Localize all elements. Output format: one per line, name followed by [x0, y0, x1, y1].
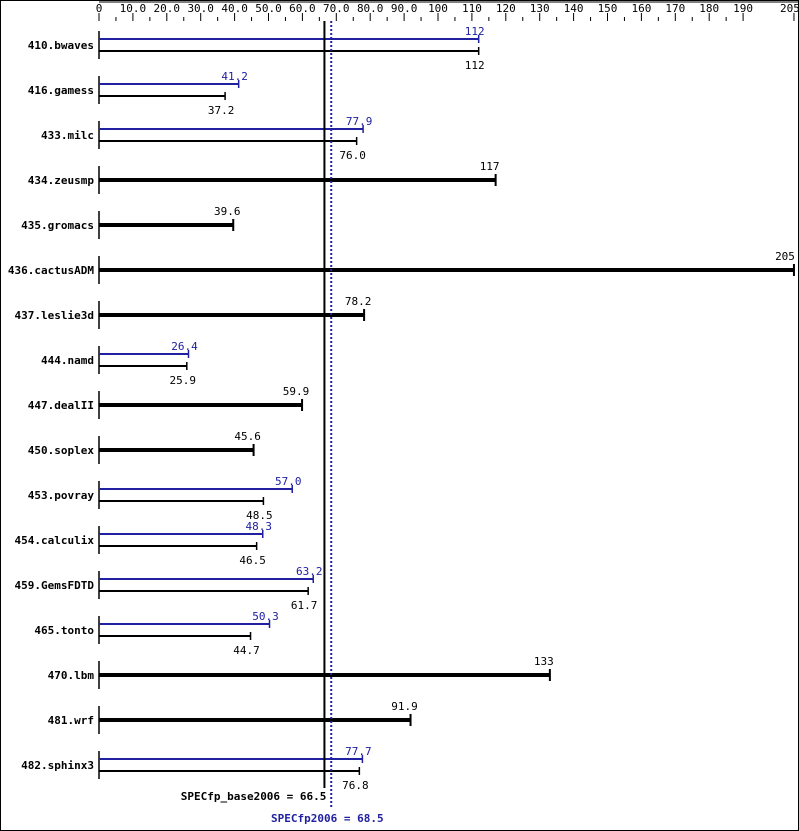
tick-label: 170 — [665, 2, 685, 15]
category-label: 435.gromacs — [21, 219, 94, 232]
tick-label: 10.0 — [120, 2, 147, 15]
category-label: 433.milc — [41, 129, 94, 142]
category-label: 465.tonto — [34, 624, 94, 637]
base-value-label: 59.9 — [283, 385, 310, 398]
tick-label: 30.0 — [187, 2, 214, 15]
tick-label: 160 — [631, 2, 651, 15]
base-value-label: 78.2 — [345, 295, 372, 308]
tick-label: 140 — [564, 2, 584, 15]
tick-label: 180 — [699, 2, 719, 15]
tick-label: 0 — [96, 2, 103, 15]
base-value-label: 46.5 — [239, 554, 266, 567]
category-label: 453.povray — [28, 489, 95, 502]
category-label: 436.cactusADM — [8, 264, 94, 277]
category-label: 410.bwaves — [28, 39, 94, 52]
tick-label: 150 — [598, 2, 618, 15]
category-label: 470.lbm — [48, 669, 95, 682]
base-value-label: 61.7 — [291, 599, 318, 612]
tick-label: 40.0 — [221, 2, 248, 15]
tick-label: 50.0 — [255, 2, 282, 15]
base-value-label: 112 — [465, 59, 485, 72]
tick-label: 20.0 — [154, 2, 181, 15]
category-label: 482.sphinx3 — [21, 759, 94, 772]
peak-value-label: 48.3 — [245, 520, 272, 533]
tick-label: 130 — [530, 2, 550, 15]
tick-label: 110 — [462, 2, 482, 15]
category-label: 447.dealII — [28, 399, 94, 412]
peak-value-label: 112 — [465, 25, 485, 38]
base-value-label: 45.6 — [234, 430, 261, 443]
base-value-label: 76.8 — [342, 779, 369, 792]
category-label: 434.zeusmp — [28, 174, 95, 187]
base-value-label: 25.9 — [170, 374, 197, 387]
base-value-label: 133 — [534, 655, 554, 668]
category-label: 459.GemsFDTD — [15, 579, 95, 592]
tick-label: 205 — [780, 2, 798, 15]
peak-reference-label: SPECfp2006 = 68.5 — [271, 812, 384, 825]
base-value-label: 37.2 — [208, 104, 235, 117]
peak-value-label: 41.2 — [221, 70, 248, 83]
tick-label: 120 — [496, 2, 516, 15]
category-label: 444.namd — [41, 354, 94, 367]
tick-label: 90.0 — [391, 2, 418, 15]
peak-value-label: 26.4 — [171, 340, 198, 353]
base-value-label: 91.9 — [391, 700, 418, 713]
tick-label: 70.0 — [323, 2, 350, 15]
peak-value-label: 77.9 — [346, 115, 373, 128]
tick-label: 190 — [733, 2, 753, 15]
peak-value-label: 77.7 — [345, 745, 372, 758]
base-value-label: 44.7 — [233, 644, 260, 657]
tick-label: 100 — [428, 2, 448, 15]
category-label: 481.wrf — [48, 714, 94, 727]
tick-label: 60.0 — [289, 2, 316, 15]
category-label: 450.soplex — [28, 444, 95, 457]
peak-value-label: 50.3 — [252, 610, 279, 623]
category-label: 416.gamess — [28, 84, 94, 97]
category-label: 437.leslie3d — [15, 309, 94, 322]
peak-value-label: 63.2 — [296, 565, 323, 578]
tick-label: 80.0 — [357, 2, 384, 15]
base-value-label: 117 — [480, 160, 500, 173]
category-label: 454.calculix — [15, 534, 95, 547]
base-value-label: 205 — [775, 250, 795, 263]
base-reference-label: SPECfp_base2006 = 66.5 — [181, 790, 327, 803]
peak-value-label: 57.0 — [275, 475, 302, 488]
base-value-label: 48.5 — [246, 509, 273, 522]
base-value-label: 76.0 — [339, 149, 366, 162]
base-value-label: 39.6 — [214, 205, 241, 218]
